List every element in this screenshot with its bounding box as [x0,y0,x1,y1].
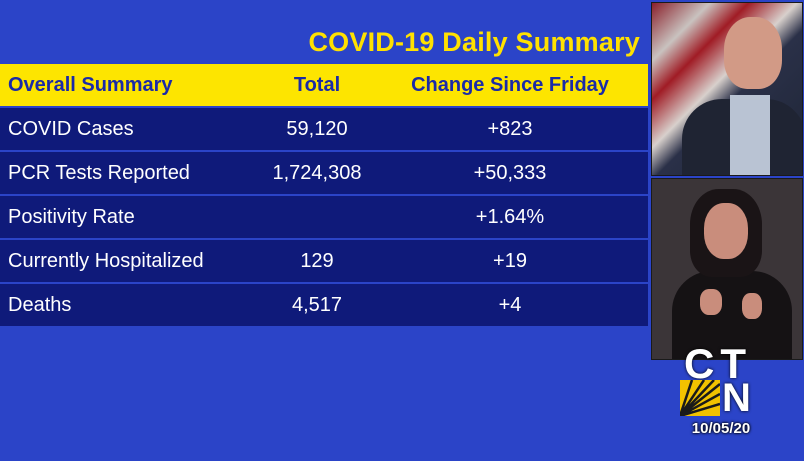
row-label: PCR Tests Reported [8,161,190,184]
row-total: 4,517 [291,293,343,316]
header-change-since-friday: Change Since Friday [411,73,609,96]
table-row: PCR Tests Reported 1,724,308 +50,333 [0,152,648,194]
header-overall-summary: Overall Summary [8,73,173,96]
row-change: +1.64% [475,205,545,228]
table-row: Positivity Rate +1.64% [0,196,648,238]
row-label: Positivity Rate [8,205,135,228]
interpreter-hand-left [700,289,722,315]
interpreter-face [704,203,748,259]
sunburst-icon [680,380,720,416]
broadcast-date: 10/05/20 [691,420,751,437]
table-row: COVID Cases 59,120 +823 [0,108,648,150]
logo-ct-text: CT [684,340,752,387]
row-label: COVID Cases [8,117,134,140]
interpreter-hand-right [742,293,762,319]
row-change: +823 [487,117,533,140]
table-row: Deaths 4,517 +4 [0,284,648,326]
speaker-face [724,17,782,89]
row-total: 1,724,308 [272,161,362,184]
ctn-logo: CT N [676,340,786,420]
summary-title: COVID-19 Daily Summary [308,27,640,57]
summary-table: Overall Summary Total Change Since Frida… [0,64,648,326]
row-total: 59,120 [286,117,348,140]
table-header-row: Overall Summary Total Change Since Frida… [0,64,648,106]
row-label: Currently Hospitalized [8,249,204,272]
table-row: Currently Hospitalized 129 +19 [0,240,648,282]
row-change: +4 [498,293,522,316]
speaker-shirt [730,95,770,175]
interpreter-body [672,271,792,359]
speaker-video-feed [651,2,803,176]
logo-n-text: N [722,376,751,420]
row-label: Deaths [8,293,72,316]
row-change: +50,333 [473,161,547,184]
interpreter-video-feed [651,178,803,360]
row-change: +19 [493,249,527,272]
row-total: 129 [300,249,334,272]
header-total: Total [293,73,341,96]
